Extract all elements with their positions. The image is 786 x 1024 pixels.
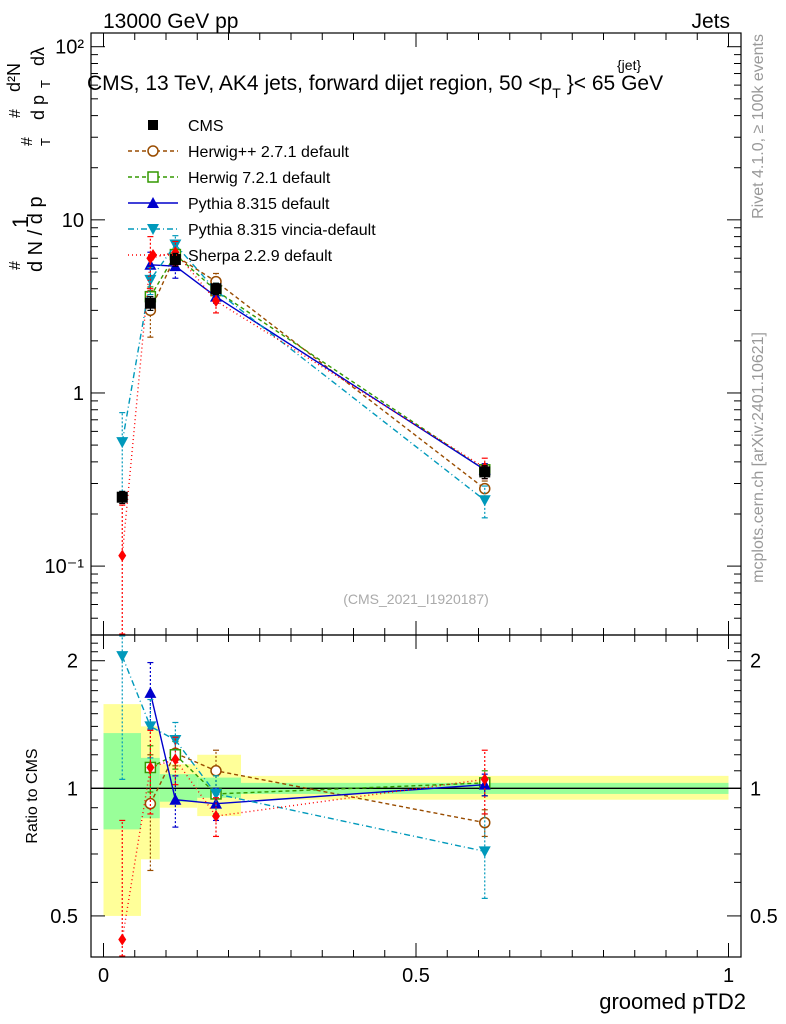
data-point [210,283,222,295]
series-line [121,243,486,501]
ratio-y-tick-label-right: 1 [750,778,761,800]
series-point [212,294,220,307]
y-tick-label: 10 [62,210,84,232]
title-sub: T [552,85,561,101]
ratio-point [210,788,222,800]
ratio-point [210,765,222,777]
ylabel-T2: T [38,80,53,88]
ratio-panel: 0 0.5 1 2 2 1 1 0.5 0.5 [50,634,778,987]
ratio-y-axis-label: Ratio to CMS [24,748,41,843]
ratio-y-tick-label: 0.5 [50,906,78,928]
svg-text:CMS, 13 TeV, AK4 jets, forward: CMS, 13 TeV, AK4 jets, forward dijet reg… [87,72,663,101]
legend-label-cms: CMS [188,118,224,135]
ratio-point [171,753,180,766]
ylabel-dN: d N / d p [25,196,47,272]
series-point [118,549,127,562]
analysis-watermark: (CMS_2021_I1920187) [343,591,489,607]
chart-title: CMS, 13 TeV, AK4 jets, forward dijet reg… [87,57,663,101]
ylabel-d2N: d²N [4,63,24,92]
title-post: }< 65 GeV [567,72,663,95]
ratio-point [144,721,157,733]
ratio-point [146,761,155,774]
legend-marker [147,197,159,208]
legend-label: Herwig 7.2.1 default [188,170,331,187]
legend-marker-cms [148,120,158,130]
rivet-label: Rivet 4.1.0, ≥ 100k events [750,34,767,219]
y-tick-label: 10⁻¹ [45,556,85,578]
header-energy: 13000 GeV pp [103,10,238,33]
data-point [479,466,491,478]
legend-label: Herwig++ 2.7.1 default [188,144,350,161]
legend-marker [147,171,159,183]
ratio-ticks: 0 0.5 1 2 2 1 1 0.5 0.5 [50,634,778,987]
ylabel-one: 1 [8,216,33,228]
ratio-point [144,686,157,698]
ratio-point [116,651,129,663]
series-point [169,239,182,251]
ratio-point [478,846,491,858]
x-tick-label: 0.5 [402,965,430,987]
data-point [116,491,128,503]
ratio-y-tick-label-right: 0.5 [750,906,778,928]
main-panel: 10² 10 1 10⁻¹ [45,32,742,636]
x-axis-label: groomed pTD2 [599,989,746,1014]
legend-label: Sherpa 2.2.9 default [188,248,333,265]
title-sup: {jet} [617,57,641,73]
y-axis-label: 1 # d N / d p T # d²N # d p T dλ [4,47,53,272]
ratio-point [118,933,127,946]
ratio-series-line [150,753,485,795]
main-ticks: 10² 10 1 10⁻¹ [45,33,741,636]
series-point [478,495,491,507]
x-tick-label: 1 [723,965,734,987]
legend: CMS Herwig++ 2.7.1 default Herwig 7.2.1 de… [128,118,376,265]
ratio-point [169,793,182,805]
ratio-y-tick-label: 1 [67,778,78,800]
ratio-marks [91,635,741,957]
ylabel-hash3: # [19,137,36,146]
series-line [150,264,486,471]
y-tick-label: 1 [73,383,84,405]
legend-label: Pythia 8.315 default [188,196,330,213]
ylabel-hash2: # [7,109,24,118]
series-line [149,253,486,471]
data-point [169,254,181,266]
legend-marker [149,249,157,261]
ratio-band-inner [103,733,141,830]
x-tick-label: 0 [98,965,109,987]
ratio-series-line [149,752,485,824]
ylabel-T1: T [38,138,53,146]
ylabel-hash1: # [7,261,24,270]
ylabel-dl: dλ [28,47,48,66]
ratio-point [212,810,220,823]
mcplots-label: mcplots.cern.ch [arXiv:2401.10621] [750,332,767,583]
ratio-point [480,773,489,786]
series-line [149,254,486,490]
main-marks [116,235,491,635]
ratio-y-tick-label: 2 [67,651,78,673]
title-main: CMS, 13 TeV, AK4 jets, forward dijet reg… [87,72,552,95]
ratio-y-tick-label-right: 2 [750,651,761,673]
series-point [116,437,129,449]
legend-marker [147,224,159,235]
header-jets: Jets [691,10,730,33]
ylabel-dpT: d p [28,95,48,120]
legend-marker [147,145,159,157]
legend-label: Pythia 8.315 vincia-default [188,222,376,239]
data-point [144,297,156,309]
ratio-series-line [149,692,485,805]
y-tick-label: 10² [55,37,84,59]
